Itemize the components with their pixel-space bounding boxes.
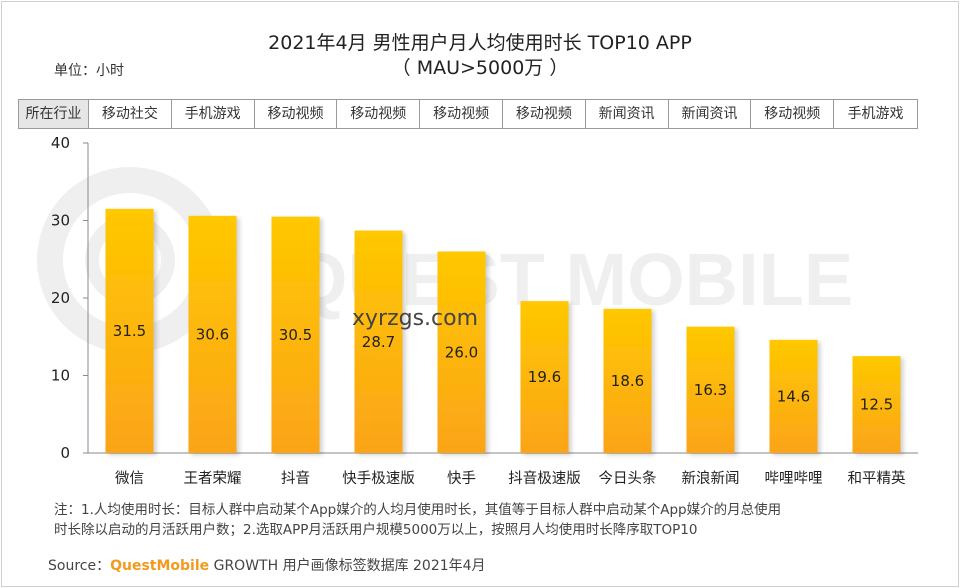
industry-cell: 移动视频 xyxy=(337,100,421,128)
footnote-line-2: 时长除以启动的月活跃用户数；2.选取APP月活跃用户规模5000万以上，按照月人… xyxy=(54,522,698,538)
x-category-label: 快手极速版 xyxy=(342,470,415,487)
chart-title: 2021年4月 男性用户月人均使用时长 TOP10 APP xyxy=(268,32,692,54)
bar xyxy=(354,230,403,453)
source-label: Source： xyxy=(48,558,111,574)
footnote: 注：1.人均使用时长：目标人群中启动某个App媒介的人均月使用时长，其值等于目标… xyxy=(54,500,914,540)
y-tick-label: 40 xyxy=(51,134,70,152)
industry-cell: 新闻资讯 xyxy=(586,100,669,128)
bar xyxy=(603,308,652,453)
industry-cell: 移动视频 xyxy=(503,100,586,128)
industry-cell: 移动视频 xyxy=(420,100,503,128)
industry-cell: 手机游戏 xyxy=(847,106,904,122)
bar xyxy=(271,216,320,453)
chart-subtitle: （ MAU>5000万 ） xyxy=(391,57,569,79)
x-category-label: 微信 xyxy=(115,470,144,487)
bar xyxy=(188,215,237,453)
x-category-label: 抖音 xyxy=(281,470,310,487)
industry-cell: 移动社交 xyxy=(89,100,172,128)
bar xyxy=(520,301,569,453)
y-tick-label: 10 xyxy=(51,367,70,385)
bar-value-label: 30.5 xyxy=(279,326,312,344)
x-category-label: 王者荣耀 xyxy=(184,470,242,487)
source-brand: QuestMobile xyxy=(110,558,210,574)
industry-cell: 移动视频 xyxy=(751,100,835,128)
bar xyxy=(437,251,486,453)
unit-label: 单位：小时 xyxy=(54,63,124,79)
bar xyxy=(852,356,901,453)
y-tick-label: 0 xyxy=(60,444,70,462)
industry-row-header: 所在行业 xyxy=(19,100,89,128)
industry-cell: 移动视频 xyxy=(255,100,338,128)
bar xyxy=(769,339,818,453)
x-category-label: 和平精英 xyxy=(848,469,906,487)
x-category-label: 哔哩哔哩 xyxy=(765,470,823,487)
bar-value-label: 19.6 xyxy=(528,368,561,386)
x-category-label: 新浪新闻 xyxy=(682,470,740,487)
industry-row: 所在行业 移动社交 手机游戏 移动视频 移动视频 移动视频 移动视频 新闻资讯 … xyxy=(18,99,918,129)
bar xyxy=(105,208,154,453)
y-tick-label: 20 xyxy=(51,289,70,307)
watermark-site: xyrzgs.com xyxy=(352,306,479,331)
bar-value-label: 14.6 xyxy=(777,387,810,405)
bar-value-label: 16.3 xyxy=(694,381,727,399)
bar-value-label: 30.6 xyxy=(196,325,229,343)
bar xyxy=(686,326,735,453)
source-text: GROWTH 用户画像标签数据库 2021年4月 xyxy=(209,558,486,574)
industry-cell: 新闻资讯 xyxy=(669,100,752,128)
bar-value-label: 26.0 xyxy=(445,343,478,361)
bar-value-label: 18.6 xyxy=(611,372,644,390)
source-line: Source：QuestMobile GROWTH 用户画像标签数据库 2021… xyxy=(48,555,486,575)
x-category-label: 今日头条 xyxy=(599,470,657,487)
y-tick-label: 30 xyxy=(51,212,70,230)
x-category-label: 抖音极速版 xyxy=(508,470,581,487)
x-category-label: 快手 xyxy=(447,470,476,487)
industry-cell: 手机游戏 xyxy=(172,100,255,128)
bar-value-label: 31.5 xyxy=(113,322,146,340)
footnote-line-1: 注：1.人均使用时长：目标人群中启动某个App媒介的人均月使用时长，其值等于目标… xyxy=(54,502,782,518)
bar-value-label: 28.7 xyxy=(362,333,395,351)
bar-value-label: 12.5 xyxy=(860,396,893,414)
